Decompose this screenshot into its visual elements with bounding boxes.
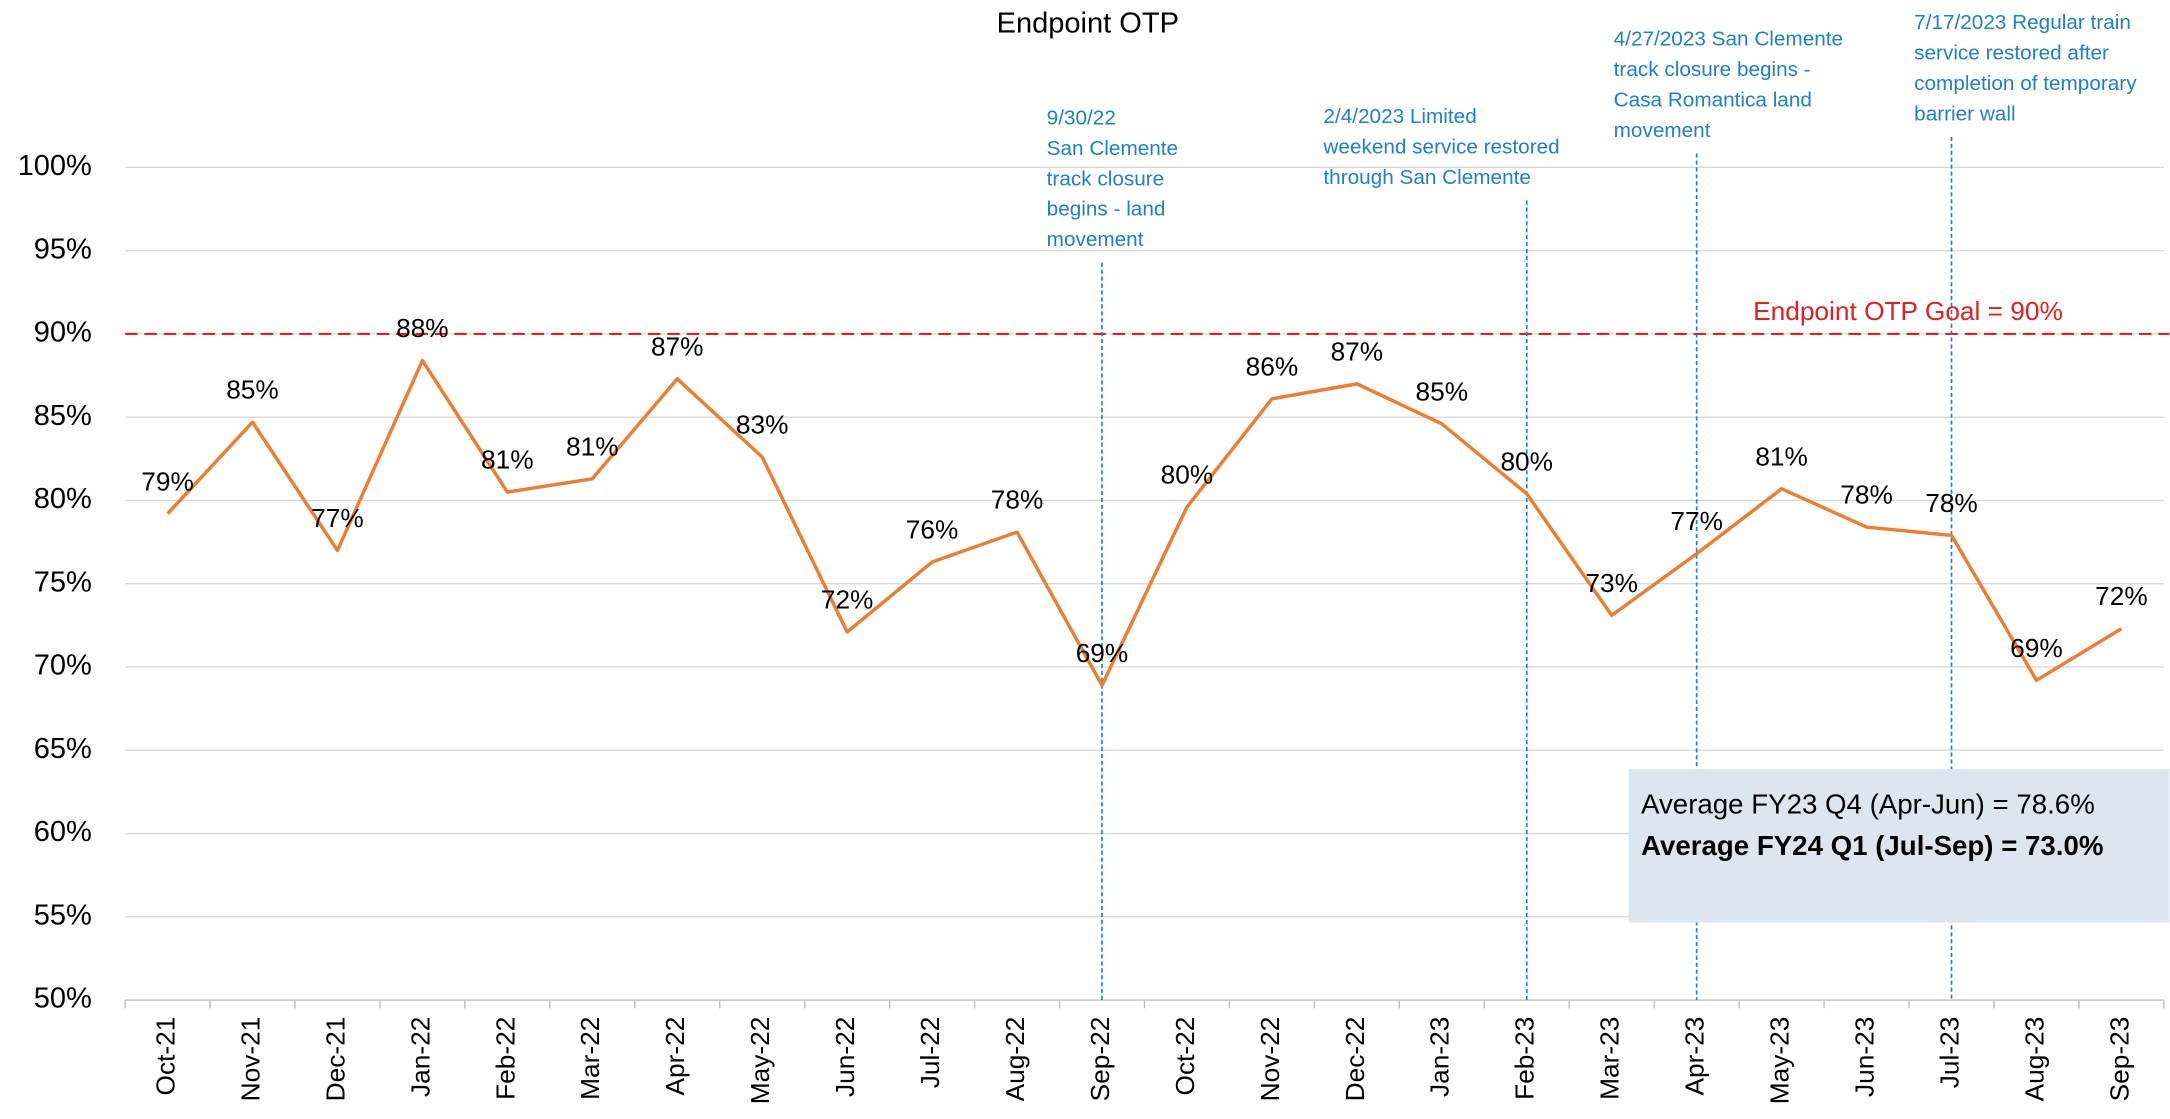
x-tick-label: Jan-23 [1425,1017,1455,1097]
data-label: 85% [1416,376,1469,406]
x-tick-label: Oct-21 [150,1017,180,1096]
x-tick-label: Jul-22 [915,1017,945,1089]
y-tick-label: 90% [34,317,92,349]
x-tick-label: Feb-22 [490,1017,520,1100]
y-tick-label: 85% [34,400,92,432]
data-label: 80% [1500,446,1553,476]
data-label: 78% [1840,480,1893,510]
annotation-text: Casa Romantica land [1614,88,1812,111]
y-tick-label: 75% [34,566,92,598]
data-label: 85% [226,375,279,405]
x-tick-label: Jan-22 [405,1017,435,1097]
data-line [166,358,2123,688]
annotation-text: track closure begins - [1614,58,1811,81]
annotation-text: movement [1047,228,1144,251]
data-label: 77% [311,503,364,533]
annotation-text: 4/27/2023 San Clemente [1614,28,1843,51]
annotation-text: movement [1614,119,1711,142]
x-tick-label: Feb-23 [1510,1017,1540,1100]
annotation-text: 9/30/22 [1047,106,1116,129]
data-label: 81% [1755,441,1808,471]
x-tick-label: May-23 [1765,1017,1795,1105]
x-tick-label: Sep-23 [2104,1017,2134,1102]
chart-title: Endpoint OTP [997,8,1179,40]
data-label: 69% [1076,638,1129,668]
x-tick-label: May-22 [745,1017,775,1105]
x-tick-label: Aug-23 [2019,1017,2049,1102]
annotation-text: service restored after [1914,41,2109,64]
data-label: 76% [906,515,959,545]
data-label: 81% [566,431,619,461]
x-tick-label: Apr-22 [660,1017,690,1096]
annotation-text: track closure [1047,167,1165,190]
y-tick-label: 60% [34,816,92,848]
summary-text: Average FY24 Q1 (Jul-Sep) = 73.0% [1641,830,2103,861]
y-tick-label: 80% [34,483,92,515]
data-label: 78% [1925,488,1978,518]
data-label: 77% [1670,506,1723,536]
data-label: 72% [821,585,874,615]
data-label: 87% [651,331,704,361]
summary-box [1628,769,2170,923]
x-tick-label: Mar-22 [575,1017,605,1100]
data-label: 69% [2010,633,2063,663]
goal-label: Endpoint OTP Goal = 90% [1753,296,2063,326]
x-tick-label: Dec-22 [1340,1017,1370,1102]
annotation-text: 2/4/2023 Limited [1323,105,1476,128]
x-tick-label: Dec-21 [320,1017,350,1102]
data-label: 79% [141,466,194,496]
y-tick-label: 70% [34,650,92,682]
x-tick-label: Nov-21 [235,1017,265,1102]
x-tick-label: Jul-23 [1934,1017,1964,1089]
data-label: 78% [991,485,1044,515]
data-label: 88% [396,313,449,343]
y-tick-label: 100% [18,150,92,182]
summary-text: Average FY23 Q4 (Apr-Jun) = 78.6% [1641,789,2095,820]
data-label: 72% [2095,581,2148,611]
y-tick-label: 50% [34,983,92,1015]
x-tick-label: Jun-22 [830,1017,860,1097]
annotation-text: through San Clemente [1323,166,1530,189]
data-label: 83% [736,410,789,440]
annotation-text: weekend service restored [1322,135,1559,158]
data-label: 80% [1161,460,1214,490]
x-tick-label: Apr-23 [1680,1017,1710,1096]
data-label: 87% [1331,336,1384,366]
annotation-text: begins - land [1047,198,1166,221]
x-tick-label: Aug-22 [1000,1017,1030,1102]
y-tick-label: 95% [34,233,92,265]
data-label: 86% [1246,351,1299,381]
data-label: 81% [481,445,534,475]
annotation-text: completion of temporary [1914,72,2137,95]
x-tick-label: Jun-23 [1849,1017,1879,1097]
annotation-text: San Clemente [1047,137,1178,160]
data-label: 73% [1585,568,1638,598]
x-tick-label: Sep-22 [1085,1017,1115,1102]
x-tick-label: Nov-22 [1255,1017,1285,1102]
annotation-text: 7/17/2023 Regular train [1914,11,2131,34]
x-tick-label: Oct-22 [1170,1017,1200,1096]
y-tick-label: 65% [34,733,92,765]
y-tick-label: 55% [34,899,92,931]
annotation-text: barrier wall [1914,102,2015,125]
x-tick-label: Mar-23 [1595,1017,1625,1100]
